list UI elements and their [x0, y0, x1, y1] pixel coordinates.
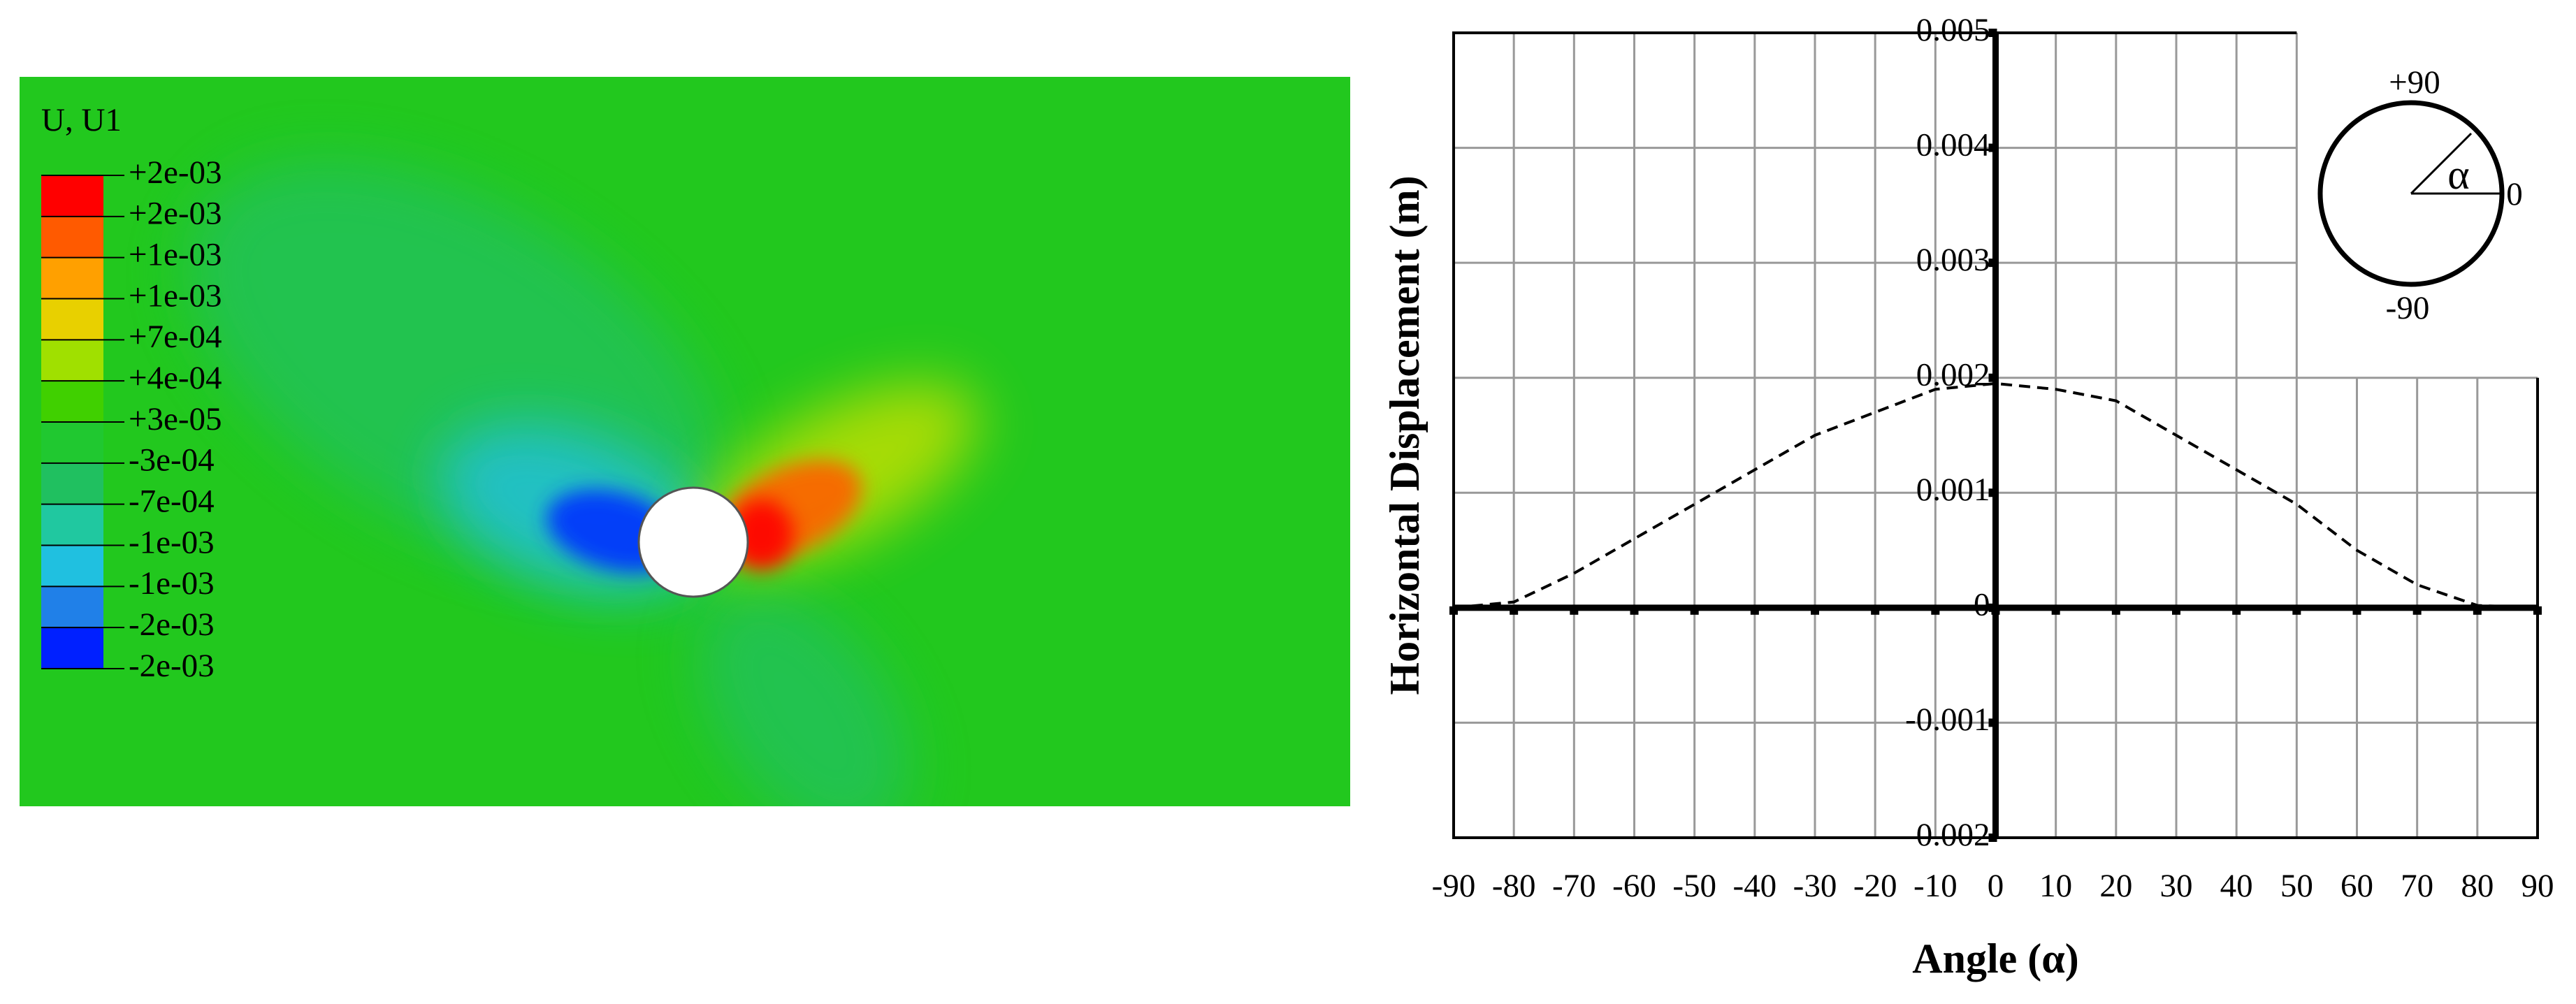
colorbar-label: -3e-04: [129, 442, 215, 479]
inset-label: -90: [2386, 290, 2430, 326]
inset-label: +90: [2389, 64, 2440, 101]
colorbar-title: U, U1: [41, 102, 122, 138]
x-tick-mark: [2352, 606, 2361, 615]
colorbar-band: [41, 627, 103, 669]
y-tick-mark: [1988, 834, 1997, 842]
colorbar-band: [41, 340, 103, 381]
x-tick-mark: [1570, 606, 1579, 615]
x-tick-mark: [1931, 606, 1940, 615]
colorbar-label: -1e-03: [129, 524, 215, 560]
x-tick-label: -40: [1733, 868, 1777, 904]
x-tick-label: 20: [2099, 868, 2132, 904]
inset-label: α: [2447, 152, 2469, 198]
data-line: [1453, 381, 2538, 609]
x-tick-label: -10: [1913, 868, 1958, 904]
y-tick-mark: [1988, 488, 1997, 497]
y-axis-label: Horizontal Displacement (m): [1382, 175, 1428, 694]
y-tick-mark: [1988, 603, 1997, 612]
colorbar-label: +4e-04: [129, 360, 222, 396]
x-tick-label: 30: [2160, 868, 2193, 904]
angle-inset: +90 0 -90 α: [2317, 64, 2523, 326]
colorbar-label: +2e-03: [129, 154, 222, 191]
contour-field: [20, 77, 1350, 806]
x-tick-label: -50: [1672, 868, 1716, 904]
colorbar-label: +1e-03: [129, 236, 222, 272]
y-tick-mark: [1988, 29, 1997, 37]
colorbar-label: -2e-03: [129, 648, 215, 684]
x-tick-mark: [1630, 606, 1639, 615]
x-tick-mark: [1510, 606, 1519, 615]
x-tick-mark: [2292, 606, 2301, 615]
y-tick-label: -0.001: [1905, 701, 1990, 738]
colorbar-band: [41, 298, 103, 340]
x-tick-mark: [1811, 606, 1819, 615]
x-tick-label: 0: [1988, 868, 2004, 904]
colorbar-band: [41, 381, 103, 423]
x-tick-mark: [1690, 606, 1699, 615]
y-tick-label: 0.001: [1916, 472, 1990, 508]
colorbar-label: -7e-04: [129, 483, 215, 519]
colorbar-label: +7e-04: [129, 319, 222, 355]
x-tick-mark: [2111, 606, 2120, 615]
x-tick-label: 10: [2039, 868, 2072, 904]
x-tick-label: 70: [2401, 868, 2433, 904]
x-tick-label: 40: [2220, 868, 2253, 904]
colorbar-label: -2e-03: [129, 606, 215, 643]
y-tick-mark: [1988, 259, 1997, 268]
y-tick-label: 0: [1974, 587, 1990, 623]
colorbar-band: [41, 586, 103, 628]
x-tick-label: -20: [1853, 868, 1897, 904]
colorbar-label: +1e-03: [129, 277, 222, 314]
x-tick-label: -70: [1552, 868, 1596, 904]
x-tick-label: 90: [2521, 868, 2554, 904]
plot-frame: [1452, 31, 2539, 839]
colorbar-label: -1e-03: [129, 565, 215, 602]
colorbar-band: [41, 257, 103, 299]
y-tick-mark: [1988, 143, 1997, 152]
x-tick-mark: [2172, 606, 2180, 615]
colorbar-band: [41, 504, 103, 546]
y-tick-label: 0.005: [1916, 12, 1990, 48]
x-tick-label: 80: [2461, 868, 2494, 904]
x-tick-label: -60: [1612, 868, 1656, 904]
colorbar-band: [41, 545, 103, 587]
x-tick-label: 60: [2340, 868, 2373, 904]
colorbar-label: +3e-05: [129, 401, 222, 437]
x-tick-mark: [2051, 606, 2060, 615]
x-tick-label: -80: [1492, 868, 1536, 904]
y-tick-label: -0.002: [1905, 817, 1990, 853]
x-tick-label: -30: [1793, 868, 1837, 904]
y-tick-label: 0.003: [1916, 242, 1990, 278]
colorbar-band: [41, 175, 103, 217]
x-tick-mark: [2412, 606, 2422, 615]
x-tick-mark: [1871, 606, 1880, 615]
colorbar-band: [41, 216, 103, 259]
x-tick-mark: [1750, 606, 1759, 615]
x-tick-label: -90: [1432, 868, 1476, 904]
colorbar-band: [41, 422, 103, 464]
colorbar-label: +2e-03: [129, 196, 222, 232]
x-tick-mark: [2232, 606, 2241, 615]
colorbar-band: [41, 463, 103, 505]
x-tick-label: 50: [2280, 868, 2313, 904]
y-tick-label: 0.004: [1916, 126, 1990, 163]
y-tick-mark: [1988, 373, 1997, 382]
inset-label: 0: [2506, 176, 2523, 212]
y-tick-mark: [1988, 718, 1997, 727]
x-axis-label: Angle (α): [1912, 936, 2078, 982]
x-tick-mark: [2473, 606, 2482, 615]
